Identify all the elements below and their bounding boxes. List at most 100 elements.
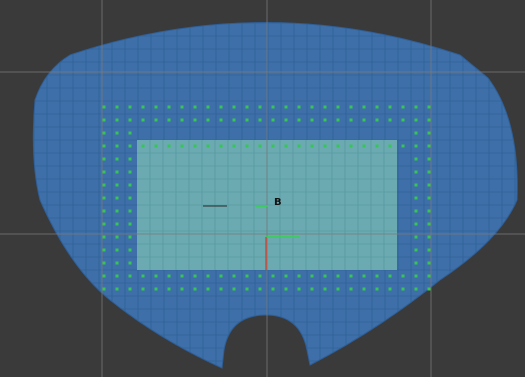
waypoint-dot	[388, 105, 392, 109]
waypoint-dot	[219, 144, 223, 148]
waypoint-dot	[141, 118, 145, 122]
waypoint-dot	[297, 118, 301, 122]
waypoint-dot	[245, 105, 249, 109]
waypoint-dot	[245, 287, 249, 291]
waypoint-dot	[414, 183, 418, 187]
waypoint-dot	[414, 118, 418, 122]
waypoint-dot	[414, 248, 418, 252]
waypoint-dot	[414, 274, 418, 278]
waypoint-dot	[427, 170, 431, 174]
waypoint-dot	[206, 118, 210, 122]
waypoint-dot	[141, 144, 145, 148]
waypoint-dot	[141, 287, 145, 291]
waypoint-dot	[102, 196, 106, 200]
waypoint-dot	[284, 144, 288, 148]
waypoint-dot	[401, 105, 405, 109]
waypoint-dot	[414, 222, 418, 226]
waypoint-dot	[258, 105, 262, 109]
waypoint-dot	[180, 274, 184, 278]
waypoint-dot	[232, 105, 236, 109]
waypoint-dot	[362, 118, 366, 122]
waypoint-dot	[284, 287, 288, 291]
waypoint-dot	[115, 196, 119, 200]
waypoint-dot	[115, 248, 119, 252]
waypoint-dot	[414, 131, 418, 135]
waypoint-dot	[115, 170, 119, 174]
waypoint-dot	[154, 274, 158, 278]
waypoint-dot	[102, 287, 106, 291]
waypoint-dot	[271, 105, 275, 109]
transform-gizmo-icon[interactable]	[203, 205, 300, 270]
waypoint-dot	[128, 118, 132, 122]
waypoint-dot	[336, 118, 340, 122]
waypoint-dot	[128, 248, 132, 252]
waypoint-dot	[349, 287, 353, 291]
waypoint-dot	[206, 144, 210, 148]
waypoint-dot	[427, 105, 431, 109]
waypoint-dot	[102, 183, 106, 187]
waypoint-dot	[284, 105, 288, 109]
waypoint-dot	[219, 274, 223, 278]
waypoint-dot	[115, 222, 119, 226]
waypoint-dot	[375, 118, 379, 122]
waypoint-dot	[102, 118, 106, 122]
waypoint-dot	[245, 118, 249, 122]
waypoint-dot	[232, 287, 236, 291]
waypoint-dot	[323, 144, 327, 148]
waypoint-dot	[219, 287, 223, 291]
waypoint-dot	[128, 144, 132, 148]
waypoint-dot	[414, 157, 418, 161]
waypoint-dot	[193, 144, 197, 148]
waypoint-dot	[297, 105, 301, 109]
waypoint-dot	[219, 118, 223, 122]
waypoint-dot	[271, 274, 275, 278]
waypoint-dot	[115, 105, 119, 109]
waypoint-dot	[115, 287, 119, 291]
waypoint-dot	[388, 274, 392, 278]
waypoint-dot	[180, 105, 184, 109]
waypoint-dot	[258, 118, 262, 122]
waypoint-dot	[284, 274, 288, 278]
waypoint-dot	[401, 144, 405, 148]
waypoint-dot	[193, 287, 197, 291]
waypoint-dot	[258, 274, 262, 278]
waypoint-dot	[427, 196, 431, 200]
waypoint-dot	[414, 261, 418, 265]
waypoint-dot	[167, 144, 171, 148]
waypoint-dot	[128, 131, 132, 135]
waypoint-dot	[193, 118, 197, 122]
waypoint-dot	[193, 274, 197, 278]
waypoint-dot	[128, 157, 132, 161]
waypoint-dot	[128, 261, 132, 265]
waypoint-dot	[128, 287, 132, 291]
waypoint-dot	[102, 105, 106, 109]
waypoint-dot	[102, 222, 106, 226]
waypoint-dot	[362, 105, 366, 109]
waypoint-dot	[388, 287, 392, 291]
waypoint-dot	[310, 274, 314, 278]
waypoint-dot	[375, 287, 379, 291]
waypoint-dot	[427, 157, 431, 161]
waypoint-dot	[271, 287, 275, 291]
waypoint-dot	[141, 274, 145, 278]
waypoint-dot	[258, 144, 262, 148]
waypoint-dot	[297, 274, 301, 278]
waypoint-dot	[349, 274, 353, 278]
waypoint-dot	[271, 144, 275, 148]
waypoint-dot	[427, 209, 431, 213]
waypoint-dot	[362, 287, 366, 291]
waypoint-dot	[128, 196, 132, 200]
waypoint-dot	[128, 235, 132, 239]
waypoint-dot	[349, 118, 353, 122]
waypoint-dot	[167, 287, 171, 291]
waypoint-dot	[102, 248, 106, 252]
waypoint-dot	[102, 170, 106, 174]
waypoint-dot	[115, 235, 119, 239]
waypoint-dot	[414, 170, 418, 174]
waypoint-dot	[206, 287, 210, 291]
waypoint-dot	[102, 209, 106, 213]
waypoint-dot	[115, 131, 119, 135]
waypoint-dot	[362, 274, 366, 278]
